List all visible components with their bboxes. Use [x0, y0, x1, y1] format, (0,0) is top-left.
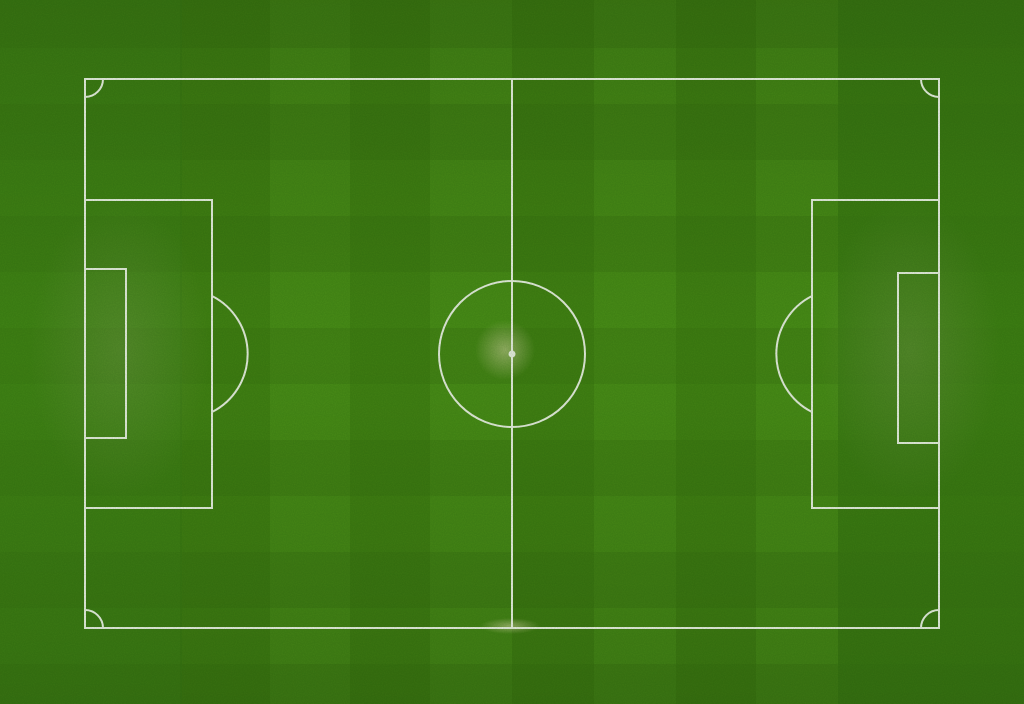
grass-texture	[0, 0, 1024, 704]
pitch-canvas[interactable]	[0, 0, 1024, 704]
football-pitch-view[interactable]	[0, 0, 1024, 704]
